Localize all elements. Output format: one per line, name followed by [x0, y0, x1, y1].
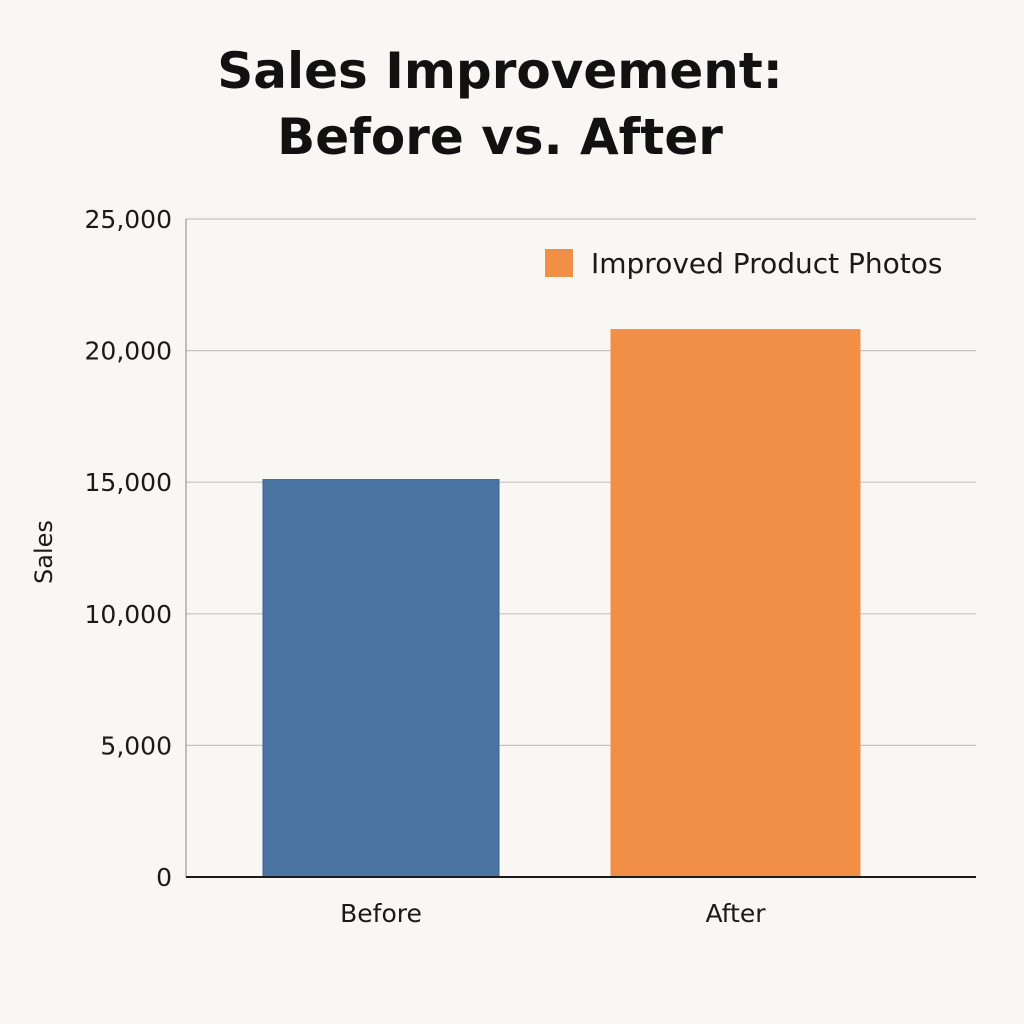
y-tick-label: 5,000 — [100, 731, 172, 760]
bars — [262, 329, 861, 878]
y-axis-title: Sales — [30, 520, 58, 584]
bar-before — [262, 479, 500, 878]
y-tick-label: 15,000 — [85, 468, 172, 497]
legend-swatch — [545, 249, 573, 277]
legend-label: Improved Product Photos — [591, 247, 942, 280]
chart-title-line-2: Before vs. After — [277, 108, 723, 166]
y-tick-labels: 0 5,000 10,000 15,000 20,000 25,000 — [85, 205, 172, 892]
axes — [185, 219, 976, 878]
y-tick-label: 20,000 — [85, 337, 172, 366]
chart-title: Sales Improvement: Before vs. After — [0, 38, 1000, 170]
chart-title-line-1: Sales Improvement: — [217, 42, 783, 100]
bar-after — [610, 329, 861, 878]
y-tick-label: 0 — [156, 863, 172, 892]
x-tick-label: After — [705, 899, 766, 928]
legend: Improved Product Photos — [545, 247, 942, 280]
x-tick-label: Before — [340, 899, 422, 928]
x-tick-labels: Before After — [340, 899, 766, 928]
y-tick-label: 10,000 — [85, 600, 172, 629]
y-tick-label: 25,000 — [85, 205, 172, 234]
